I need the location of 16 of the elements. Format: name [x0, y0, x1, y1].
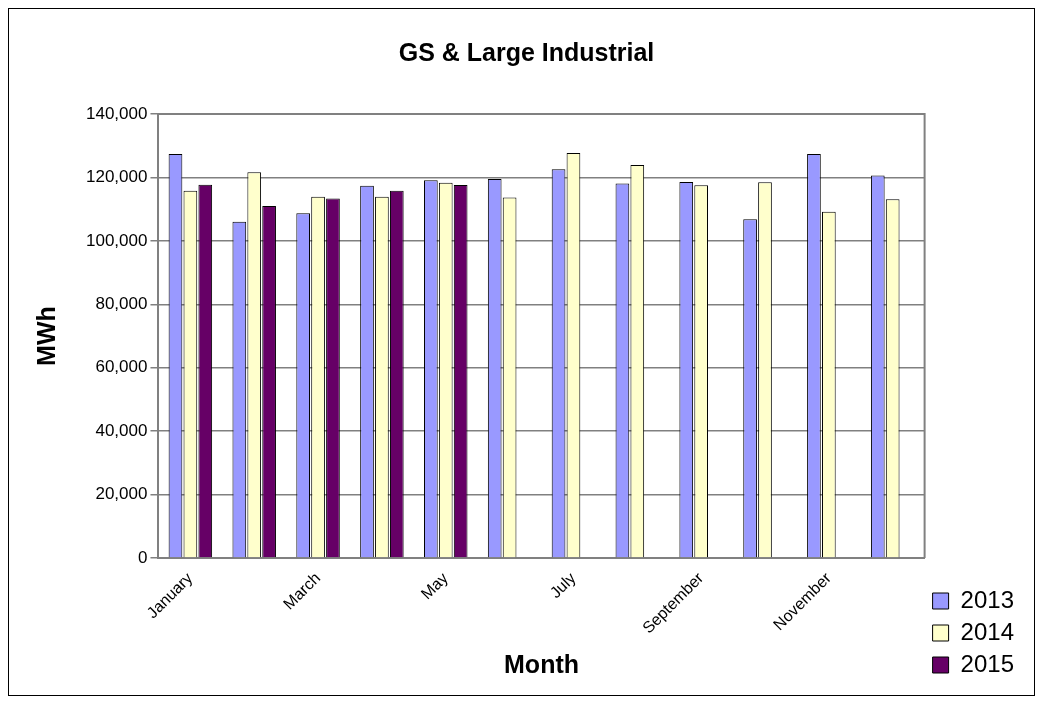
y-tick-label: 60,000 [95, 357, 148, 377]
y-tick-label: 80,000 [95, 294, 148, 314]
legend-label: 2013 [960, 585, 1014, 613]
y-tick-label: 20,000 [95, 484, 148, 504]
x-tick-label: May [417, 569, 451, 603]
legend-label: 2014 [960, 617, 1014, 645]
y-tick-label: 0 [137, 547, 148, 567]
y-axis-title: MWh [31, 306, 60, 366]
y-tick-label: 140,000 [86, 103, 148, 123]
y-tick-label: 40,000 [95, 420, 148, 440]
y-tick-label: 120,000 [86, 167, 148, 187]
legend-label: 2015 [960, 649, 1014, 677]
y-tick-label: 100,000 [86, 230, 148, 250]
chart-title: GS & Large Industrial [398, 37, 655, 66]
x-axis-title: Month [504, 649, 580, 678]
x-tick-label: July [546, 569, 579, 602]
